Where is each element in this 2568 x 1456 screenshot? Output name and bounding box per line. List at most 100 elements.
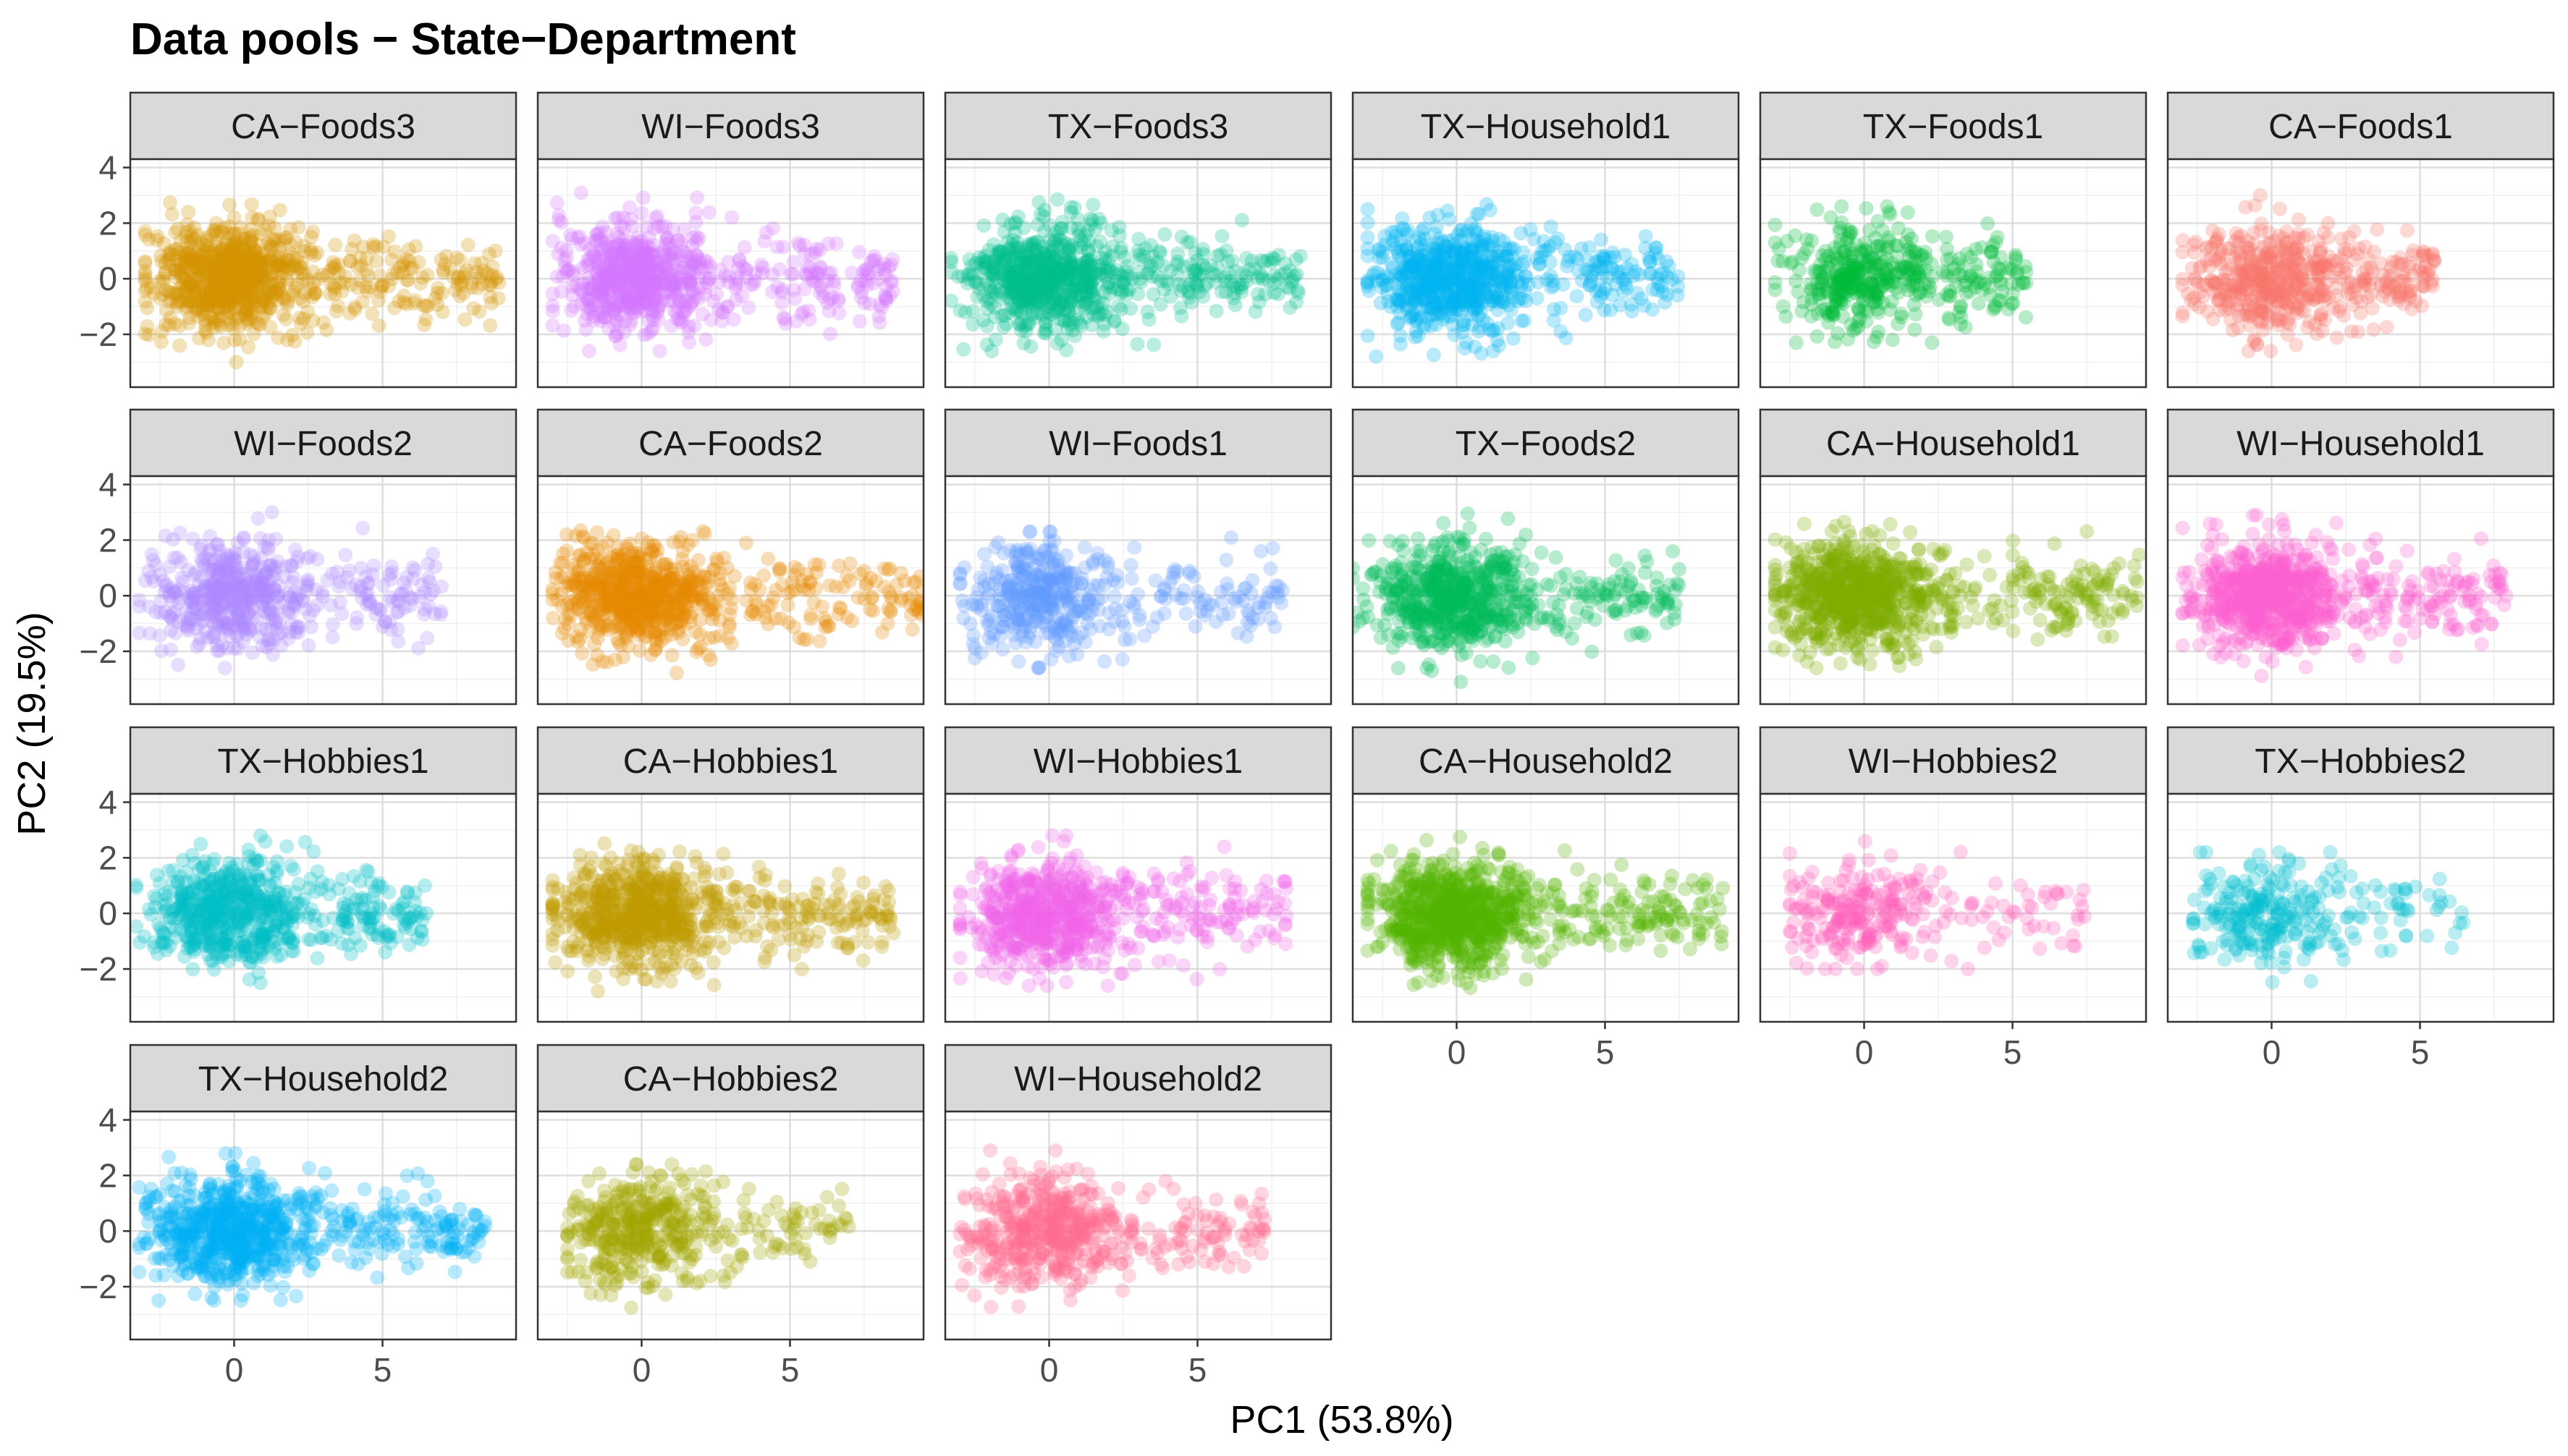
data-point xyxy=(1481,264,1496,279)
data-point xyxy=(1424,286,1439,301)
data-point xyxy=(1446,295,1461,310)
data-point xyxy=(276,569,292,584)
data-point xyxy=(1901,267,1917,282)
data-point xyxy=(1057,263,1072,279)
data-point xyxy=(1856,293,1871,308)
facet-panel: CA−Foods2 xyxy=(536,408,925,706)
data-point xyxy=(308,285,324,300)
data-point xyxy=(236,579,251,594)
data-point xyxy=(1233,280,1249,295)
data-point xyxy=(1422,255,1437,270)
data-point xyxy=(2264,246,2279,261)
data-point xyxy=(1146,287,1161,302)
data-point xyxy=(211,615,226,630)
data-point xyxy=(662,236,677,251)
data-point xyxy=(893,593,908,608)
data-point xyxy=(1456,284,1471,299)
data-point xyxy=(1562,250,1577,265)
data-point xyxy=(1062,264,1077,279)
data-point xyxy=(374,279,389,293)
data-point xyxy=(195,593,210,609)
data-point xyxy=(2223,313,2238,328)
data-point xyxy=(203,295,218,310)
data-point xyxy=(184,295,199,310)
data-point xyxy=(2230,301,2245,316)
data-point xyxy=(617,273,632,288)
data-point xyxy=(971,250,987,265)
data-point xyxy=(638,258,654,274)
data-point xyxy=(654,260,670,275)
data-point xyxy=(1020,277,1035,292)
data-point xyxy=(216,301,231,316)
data-point xyxy=(210,253,225,268)
data-point xyxy=(635,280,650,295)
data-point xyxy=(1553,324,1568,339)
data-point xyxy=(1441,288,1456,303)
data-point xyxy=(1242,262,1257,277)
data-point xyxy=(2307,255,2322,269)
data-point xyxy=(681,274,696,289)
data-point xyxy=(672,271,687,286)
data-point xyxy=(2208,235,2223,250)
data-point xyxy=(664,293,679,308)
data-point xyxy=(349,616,364,631)
data-point xyxy=(1073,240,1089,255)
data-point xyxy=(1491,249,1506,263)
data-point xyxy=(2331,262,2346,277)
data-point xyxy=(2278,288,2293,303)
data-point xyxy=(358,569,373,584)
data-point xyxy=(1036,209,1052,224)
data-point xyxy=(1834,284,1849,299)
data-point xyxy=(1219,243,1234,258)
data-point xyxy=(171,614,186,629)
data-point xyxy=(1097,251,1112,266)
data-point xyxy=(2270,253,2285,268)
data-point xyxy=(284,287,300,302)
data-point xyxy=(239,256,254,271)
data-point xyxy=(1183,258,1199,273)
data-point xyxy=(1833,296,1849,310)
data-point xyxy=(257,539,272,554)
data-point xyxy=(1611,269,1626,284)
data-point xyxy=(2238,275,2253,290)
data-point xyxy=(179,619,195,634)
data-point xyxy=(189,303,204,318)
data-point xyxy=(1835,274,1850,289)
data-point xyxy=(2278,253,2294,268)
data-point xyxy=(669,263,684,278)
data-point xyxy=(638,242,653,257)
data-point xyxy=(624,267,639,282)
data-point xyxy=(596,290,612,305)
data-point xyxy=(617,238,632,253)
data-point xyxy=(190,293,206,308)
data-point xyxy=(415,270,430,285)
data-point xyxy=(714,313,730,329)
data-point xyxy=(180,299,195,314)
data-point xyxy=(1113,245,1128,260)
data-point xyxy=(324,598,339,613)
data-point xyxy=(2307,316,2323,331)
data-point xyxy=(666,279,681,293)
data-point xyxy=(674,235,689,250)
data-point xyxy=(1059,255,1074,271)
data-point xyxy=(1421,283,1436,298)
data-point xyxy=(2292,297,2307,313)
data-point xyxy=(1383,299,1398,314)
data-point xyxy=(1015,273,1030,288)
data-point xyxy=(1425,301,1440,316)
data-point xyxy=(1963,270,1978,284)
data-point xyxy=(1046,277,1061,292)
data-point xyxy=(198,624,214,638)
data-point xyxy=(156,274,171,289)
data-point xyxy=(1597,252,1612,267)
data-point xyxy=(1052,261,1066,276)
data-point xyxy=(1410,250,1425,266)
data-point xyxy=(649,595,664,610)
data-point xyxy=(2318,287,2333,302)
data-point xyxy=(186,252,201,267)
data-point xyxy=(2339,261,2354,276)
data-point xyxy=(233,613,248,628)
data-point xyxy=(2329,330,2344,345)
data-point xyxy=(1880,276,1894,291)
data-point xyxy=(2184,292,2199,308)
